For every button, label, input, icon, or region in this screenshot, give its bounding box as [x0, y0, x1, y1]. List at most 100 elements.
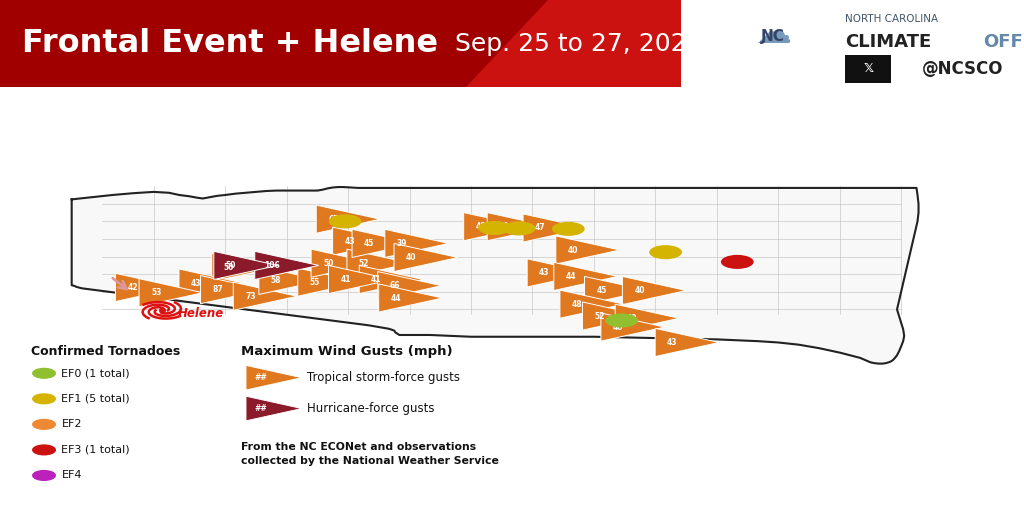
- Circle shape: [605, 313, 638, 328]
- Text: EF2: EF2: [61, 419, 82, 430]
- Text: 45: 45: [365, 239, 375, 248]
- Polygon shape: [333, 227, 396, 255]
- Text: 58: 58: [270, 276, 282, 285]
- Text: From the NC ECONet and observations
collected by the National Weather Service: From the NC ECONet and observations coll…: [241, 441, 499, 466]
- Text: 50: 50: [226, 261, 237, 270]
- Polygon shape: [487, 212, 551, 241]
- Polygon shape: [615, 304, 679, 332]
- Text: 44: 44: [565, 272, 577, 281]
- Text: Frontal Event + Helene: Frontal Event + Helene: [23, 28, 438, 59]
- Text: 49: 49: [499, 222, 510, 231]
- Text: EF3 (1 total): EF3 (1 total): [61, 445, 130, 455]
- Text: 40: 40: [634, 286, 645, 295]
- Polygon shape: [394, 243, 458, 271]
- Text: ##: ##: [255, 404, 267, 413]
- Circle shape: [329, 215, 361, 228]
- Circle shape: [721, 255, 754, 269]
- Text: 42: 42: [127, 283, 138, 292]
- Polygon shape: [72, 187, 919, 364]
- Polygon shape: [329, 265, 392, 293]
- Text: 87: 87: [212, 285, 223, 294]
- Polygon shape: [385, 229, 449, 258]
- Text: Confirmed Tornadoes: Confirmed Tornadoes: [31, 345, 180, 358]
- Text: 48: 48: [475, 222, 486, 231]
- Polygon shape: [601, 313, 665, 341]
- Text: EF0 (1 total): EF0 (1 total): [61, 368, 130, 378]
- Polygon shape: [359, 265, 423, 293]
- Text: ##: ##: [255, 373, 267, 382]
- Text: 44: 44: [390, 293, 401, 303]
- Polygon shape: [379, 284, 442, 312]
- Circle shape: [503, 221, 536, 236]
- Polygon shape: [316, 205, 380, 233]
- Polygon shape: [311, 249, 375, 278]
- Polygon shape: [259, 266, 323, 294]
- Polygon shape: [466, 0, 681, 87]
- Polygon shape: [214, 251, 278, 280]
- Text: Maximum Wind Gusts (mph): Maximum Wind Gusts (mph): [241, 345, 453, 358]
- Text: ☁: ☁: [755, 16, 792, 50]
- Polygon shape: [246, 366, 302, 390]
- Text: 43: 43: [539, 268, 550, 278]
- Text: ƝC: ƝC: [761, 29, 785, 44]
- Text: Hurricane-force gusts: Hurricane-force gusts: [307, 402, 435, 415]
- Polygon shape: [352, 229, 416, 258]
- Polygon shape: [556, 236, 620, 264]
- Text: 49: 49: [627, 314, 638, 323]
- Text: 53: 53: [152, 288, 162, 297]
- Polygon shape: [378, 271, 441, 300]
- Text: 43: 43: [190, 279, 202, 288]
- Polygon shape: [298, 268, 361, 296]
- Polygon shape: [179, 269, 243, 297]
- Circle shape: [33, 394, 55, 403]
- Polygon shape: [623, 276, 686, 305]
- Text: 𝕏: 𝕏: [863, 62, 873, 75]
- Text: 43: 43: [667, 338, 678, 347]
- Text: 52: 52: [595, 312, 605, 321]
- Polygon shape: [347, 249, 411, 278]
- Polygon shape: [233, 282, 297, 310]
- Polygon shape: [139, 279, 203, 307]
- Text: 40: 40: [406, 253, 417, 262]
- Text: 40: 40: [567, 246, 579, 254]
- Polygon shape: [527, 259, 591, 287]
- Text: CLIMATE: CLIMATE: [845, 33, 931, 51]
- Circle shape: [33, 369, 55, 378]
- Text: 41: 41: [371, 275, 382, 284]
- Text: 55: 55: [310, 278, 321, 287]
- Polygon shape: [523, 214, 587, 242]
- Text: 41: 41: [340, 275, 351, 284]
- Bar: [845, 55, 891, 83]
- Polygon shape: [560, 290, 624, 318]
- Circle shape: [33, 445, 55, 455]
- Polygon shape: [212, 253, 275, 282]
- Text: 65: 65: [329, 215, 339, 224]
- Polygon shape: [554, 262, 617, 290]
- Text: 39: 39: [396, 239, 408, 248]
- Text: NORTH CAROLINA: NORTH CAROLINA: [845, 14, 938, 24]
- Polygon shape: [464, 212, 527, 241]
- Polygon shape: [583, 302, 646, 330]
- Circle shape: [649, 245, 682, 259]
- Polygon shape: [655, 328, 719, 356]
- Circle shape: [478, 221, 511, 235]
- Polygon shape: [246, 396, 302, 421]
- Text: @NCSCO: @NCSCO: [922, 60, 1004, 78]
- Circle shape: [552, 222, 585, 236]
- Text: Sep. 25 to 27, 2024: Sep. 25 to 27, 2024: [455, 32, 702, 55]
- Polygon shape: [201, 275, 264, 304]
- Text: 66: 66: [389, 281, 400, 290]
- Polygon shape: [255, 251, 318, 280]
- Text: Tropical storm-force gusts: Tropical storm-force gusts: [307, 371, 460, 384]
- Text: 73: 73: [245, 292, 256, 301]
- Text: 45: 45: [597, 286, 607, 295]
- Text: EF4: EF4: [61, 471, 82, 480]
- Text: 50: 50: [224, 263, 234, 272]
- Text: OFFICE: OFFICE: [983, 33, 1024, 51]
- Circle shape: [33, 419, 55, 429]
- Polygon shape: [0, 0, 558, 87]
- Text: 106: 106: [264, 261, 280, 270]
- Polygon shape: [116, 273, 179, 302]
- Text: Helene: Helene: [178, 307, 224, 321]
- Circle shape: [33, 471, 55, 480]
